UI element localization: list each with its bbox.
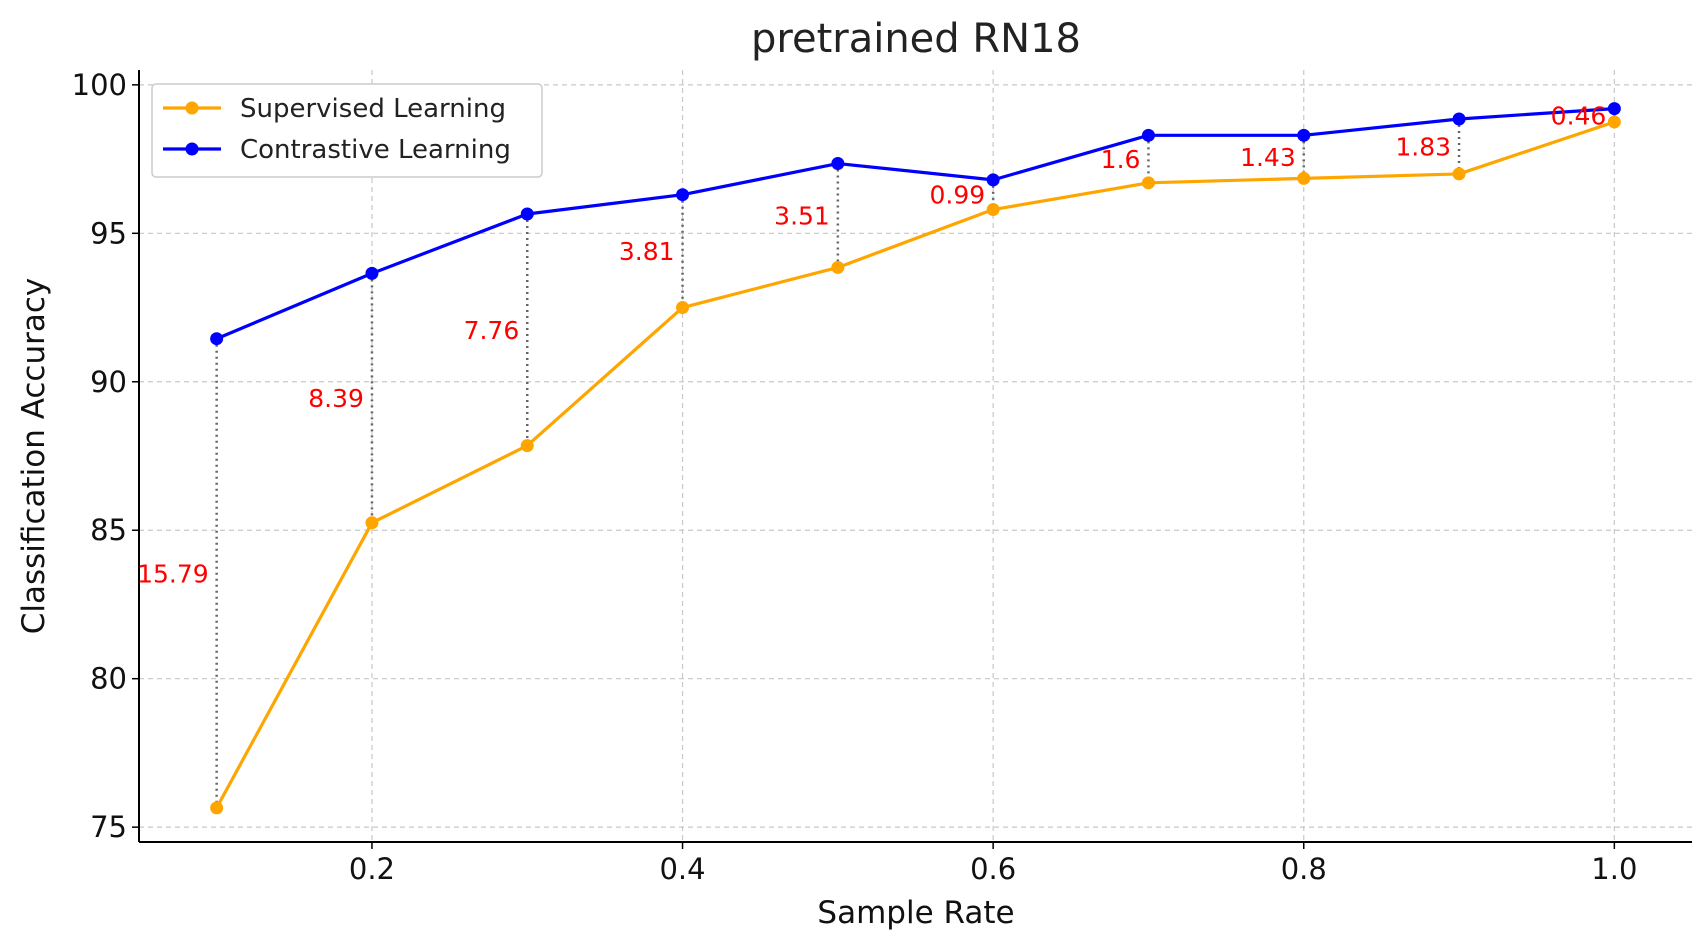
data-point bbox=[676, 188, 690, 202]
series-line bbox=[216, 107, 1615, 341]
data-point bbox=[520, 439, 534, 453]
y-tick-label: 80 bbox=[90, 662, 127, 696]
data-point bbox=[676, 301, 690, 315]
series-supervised-learning bbox=[210, 115, 1621, 815]
legend-label: Contrastive Learning bbox=[240, 135, 511, 165]
series bbox=[210, 102, 1621, 815]
difference-label: 0.99 bbox=[929, 181, 985, 210]
gap-lines bbox=[215, 108, 1616, 808]
difference-label: 3.51 bbox=[774, 201, 830, 230]
data-point bbox=[1297, 171, 1311, 185]
axes bbox=[138, 70, 1692, 843]
legend-label: Supervised Learning bbox=[240, 94, 506, 124]
difference-label: 15.79 bbox=[137, 559, 209, 588]
difference-label: 1.83 bbox=[1395, 132, 1451, 161]
y-axis-label: Classification Accuracy bbox=[16, 278, 52, 635]
y-tick-label: 100 bbox=[72, 68, 127, 102]
difference-label: 3.81 bbox=[619, 237, 675, 266]
difference-labels: 15.79 8.39 7.76 3.81 3.51 0.99 1.6 1.43 1.83 0.46 bbox=[137, 101, 1606, 588]
legend-box bbox=[151, 83, 543, 178]
y-tick-label: 95 bbox=[90, 216, 127, 250]
grid bbox=[139, 70, 1692, 842]
ticks: 0.2 0.4 0.6 0.8 1.0 75 80 85 90 95 100 bbox=[72, 68, 1638, 886]
data-point bbox=[1607, 102, 1621, 116]
difference-label: 8.39 bbox=[308, 384, 364, 413]
y-tick-label: 85 bbox=[90, 513, 127, 547]
y-tick-label: 90 bbox=[90, 365, 127, 399]
difference-label: 7.76 bbox=[464, 316, 520, 345]
data-point bbox=[831, 260, 845, 274]
difference-label: 1.6 bbox=[1101, 145, 1141, 174]
x-axis-label: Sample Rate bbox=[817, 895, 1014, 931]
x-tick-label: 0.4 bbox=[659, 852, 705, 886]
legend: Supervised Learning Contrastive Learning bbox=[151, 83, 543, 178]
data-point bbox=[1607, 115, 1621, 129]
difference-label: 1.43 bbox=[1240, 143, 1296, 172]
data-point bbox=[210, 332, 224, 346]
data-point bbox=[210, 801, 224, 815]
legend-marker bbox=[185, 142, 199, 156]
legend-marker bbox=[185, 101, 199, 115]
data-point bbox=[365, 516, 379, 530]
data-point bbox=[831, 157, 845, 171]
x-tick-label: 0.6 bbox=[970, 852, 1016, 886]
data-point bbox=[1141, 128, 1155, 142]
data-point bbox=[1141, 176, 1155, 190]
data-point bbox=[1297, 128, 1311, 142]
data-point bbox=[986, 203, 1000, 217]
data-point bbox=[1452, 167, 1466, 181]
series-line bbox=[215, 120, 1615, 809]
data-point bbox=[520, 207, 534, 221]
x-tick-label: 0.2 bbox=[349, 852, 395, 886]
series-contrastive-learning bbox=[210, 102, 1621, 346]
data-point bbox=[1452, 112, 1466, 126]
data-point bbox=[986, 173, 1000, 187]
y-tick-label: 75 bbox=[90, 810, 127, 844]
chart-title: pretrained RN18 bbox=[751, 16, 1081, 62]
difference-label: 0.46 bbox=[1551, 101, 1607, 130]
data-point bbox=[365, 266, 379, 280]
x-tick-label: 1.0 bbox=[1591, 852, 1637, 886]
x-tick-label: 0.8 bbox=[1281, 852, 1327, 886]
